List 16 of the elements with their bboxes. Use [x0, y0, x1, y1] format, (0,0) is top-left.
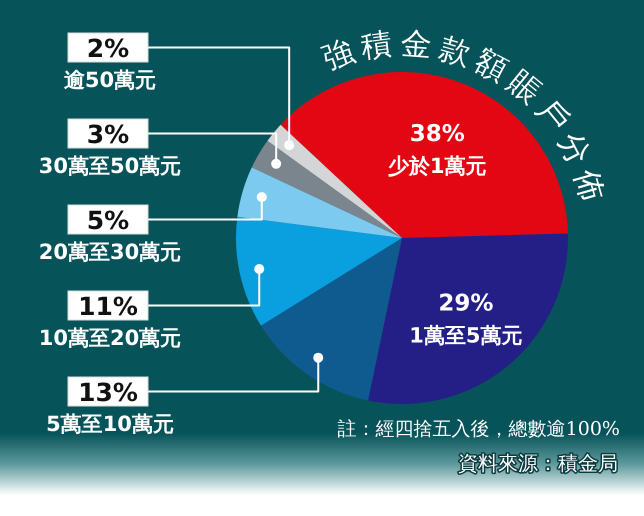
data-label: 13%	[78, 378, 138, 407]
data-label: 11%	[78, 292, 138, 321]
slice-label: 逾50萬元	[64, 68, 156, 92]
data-label: 38%	[410, 120, 465, 147]
slice-label: 20萬至30萬元	[38, 240, 182, 264]
source-note: 資料來源：積金局	[458, 451, 618, 475]
slice-label: 5萬至10萬元	[46, 412, 174, 436]
data-label: 3%	[86, 120, 130, 149]
slice-label: 30萬至50萬元	[38, 154, 182, 178]
data-label: 5%	[86, 206, 130, 235]
data-label: 2%	[86, 34, 130, 63]
slice-label: 少於1萬元	[388, 154, 487, 178]
slice-label: 1萬至5萬元	[409, 323, 522, 348]
slice-label: 10萬至20萬元	[38, 326, 182, 350]
data-label: 29%	[438, 290, 494, 316]
text: 註：經四捨五入後，總數逾100%	[338, 418, 620, 440]
